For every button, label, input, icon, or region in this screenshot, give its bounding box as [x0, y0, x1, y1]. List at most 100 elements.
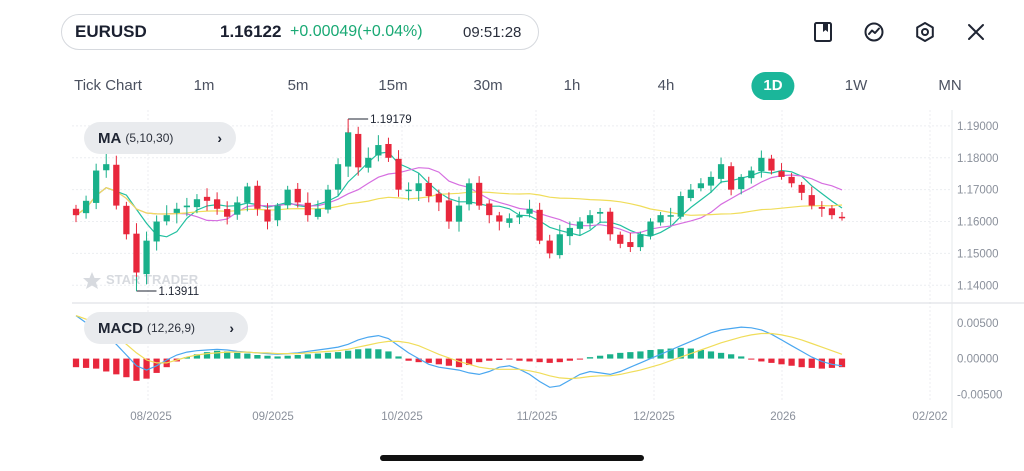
- macd-histogram-bar: [738, 356, 745, 359]
- macd-tick-label: 0.00000: [957, 354, 999, 366]
- tab-mn[interactable]: MN: [938, 77, 962, 94]
- macd-histogram-bar: [193, 354, 201, 359]
- candle-body: [818, 207, 825, 209]
- candle-body: [324, 189, 332, 210]
- macd-label: MACD: [98, 319, 143, 337]
- macd-histogram-bar: [445, 358, 453, 366]
- candle-body: [294, 188, 301, 203]
- candle-body: [506, 218, 513, 223]
- tab-4h[interactable]: 4h: [657, 77, 675, 94]
- ma-params: (5,10,30): [125, 131, 174, 145]
- macd-histogram-bar: [798, 358, 805, 368]
- chart-trend-icon[interactable]: [863, 21, 885, 43]
- macd-histogram-bar: [748, 358, 755, 360]
- macd-histogram-bar: [365, 348, 372, 359]
- macd-histogram-bar: [133, 358, 140, 381]
- candle-body: [82, 200, 90, 214]
- candle-body: [314, 208, 322, 217]
- candle-body: [183, 205, 190, 208]
- candle-body: [123, 205, 130, 235]
- close-icon[interactable]: [965, 21, 987, 43]
- ma10-line: [75, 167, 843, 234]
- date-tick-label: 08/2025: [130, 411, 172, 423]
- tab-1h[interactable]: 1h: [563, 77, 581, 94]
- macd-histogram-bar: [667, 348, 674, 359]
- tab-tick-chart[interactable]: Tick Chart: [74, 77, 142, 94]
- watermark-text: STAR TRADER: [106, 272, 199, 287]
- macd-histogram-bar: [224, 351, 231, 359]
- candle-body: [213, 199, 221, 209]
- candle-body: [526, 208, 533, 214]
- candle-body: [133, 233, 140, 273]
- tab-5m[interactable]: 5m: [287, 77, 309, 94]
- hexagon-settings-icon[interactable]: [914, 21, 936, 43]
- macd-histogram-bar: [717, 352, 725, 359]
- macd-histogram-bar: [264, 355, 271, 359]
- macd-histogram-bar: [425, 358, 432, 363]
- candle-body: [103, 164, 110, 171]
- macd-histogram-bar: [163, 358, 170, 368]
- price-tick-label: 1.17000: [957, 185, 999, 197]
- macd-histogram-bar: [72, 358, 80, 368]
- tab-1m[interactable]: 1m: [193, 77, 215, 94]
- candle-body: [728, 166, 735, 190]
- macd-histogram-bar: [607, 354, 614, 359]
- macd-histogram-bar: [284, 355, 291, 359]
- chevron-right-icon: ›: [217, 130, 222, 146]
- macd-histogram-bar: [334, 352, 342, 359]
- macd-indicator-pill[interactable]: MACD (12,26,9) ›: [84, 312, 248, 344]
- candle-body: [617, 234, 624, 244]
- tab-15m[interactable]: 15m: [378, 77, 408, 94]
- date-tick-label: 02/202: [912, 411, 947, 423]
- candle-body: [264, 209, 271, 222]
- moving-average-lines: [75, 151, 843, 238]
- macd-histogram-bar: [355, 349, 362, 359]
- ma30-line: [75, 187, 843, 216]
- symbol-header[interactable]: EURUSD 1.16122 +0.00049(+0.04%) 09:51:28: [61, 14, 539, 50]
- macd-histogram-bar: [818, 358, 825, 369]
- macd-histogram-bar: [405, 358, 412, 361]
- tab-1w[interactable]: 1W: [844, 77, 868, 94]
- candle-body: [244, 186, 251, 203]
- macd-histogram-bar: [728, 354, 735, 359]
- macd-histogram-bar: [213, 350, 221, 359]
- date-tick-label: 2026: [770, 411, 796, 423]
- candle-body: [355, 133, 362, 168]
- macd-histogram-bar: [838, 358, 846, 368]
- macd-histogram-bar: [254, 355, 261, 359]
- macd-histogram-bar: [506, 358, 513, 360]
- candle-body: [93, 170, 100, 203]
- macd-histogram-bar: [586, 357, 594, 359]
- date-tick-label: 10/2025: [381, 411, 423, 423]
- macd-histogram-bar: [758, 358, 765, 362]
- tab-1d[interactable]: 1D: [751, 72, 795, 100]
- macd-histogram-bar: [465, 358, 473, 366]
- candle-body: [153, 221, 160, 242]
- bookmark-icon[interactable]: [812, 21, 834, 43]
- macd-histogram-bar: [697, 349, 705, 359]
- candle-body: [576, 221, 584, 229]
- candle-body: [768, 158, 775, 171]
- date-tick-label: 11/2025: [517, 411, 558, 423]
- quote-time: 09:51:28: [463, 23, 522, 41]
- macd-histogram-bar: [647, 349, 654, 359]
- candle-body: [647, 221, 654, 236]
- ma-indicator-pill[interactable]: MA (5,10,30) ›: [84, 122, 236, 154]
- candle-body: [496, 215, 503, 222]
- macd-histogram-bar: [536, 358, 543, 363]
- macd-histogram: [72, 347, 846, 381]
- tab-30m[interactable]: 30m: [473, 77, 503, 94]
- macd-histogram-bar: [526, 358, 533, 362]
- high-price-label: 1.19179: [370, 114, 412, 126]
- candle-body: [607, 211, 614, 235]
- ma5-line: [75, 151, 843, 238]
- macd-histogram-bar: [173, 358, 180, 362]
- price-tick-label: 1.16000: [957, 217, 999, 229]
- macd-histogram-bar: [375, 349, 382, 359]
- macd-histogram-bar: [385, 351, 392, 359]
- watermark-logo: STAR TRADER: [83, 272, 199, 289]
- candle-body: [828, 208, 836, 216]
- macd-histogram-bar: [123, 358, 130, 378]
- macd-tick-label: -0.00500: [957, 389, 1002, 401]
- date-tick-label: 09/2025: [252, 411, 294, 423]
